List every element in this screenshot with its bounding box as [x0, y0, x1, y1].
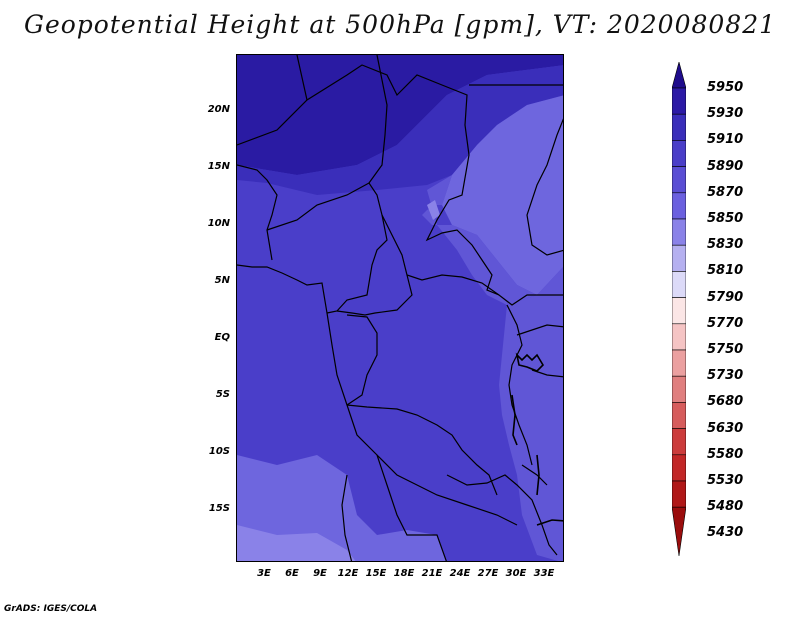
colorbar-cell	[672, 375, 686, 403]
lake-malawi	[536, 454, 540, 496]
colorbar-cell	[672, 166, 686, 194]
lake-victoria	[515, 352, 545, 372]
colorbar-level-label: 5790	[707, 289, 744, 305]
colorbar-cell	[672, 480, 686, 508]
map-title: Geopotential Height at 500hPa [gpm], VT:…	[23, 10, 777, 39]
political-borders	[237, 55, 563, 561]
lon-tick-label: 27E	[477, 568, 499, 579]
border-car	[381, 214, 500, 296]
lat-tick-label: 20N	[207, 104, 230, 115]
band-pale-spot	[427, 200, 440, 220]
geopotential-contour-map	[237, 55, 563, 561]
colorbar-level-label: 5630	[707, 420, 744, 436]
lon-tick-label: 6E	[285, 568, 299, 579]
lake-tanganyika	[511, 394, 518, 446]
lon-tick-label: 15E	[365, 568, 387, 579]
band-south-pale	[237, 525, 356, 561]
border-great-lakes	[506, 304, 533, 466]
border-coast-central	[237, 264, 518, 526]
lon-tick-label: 21E	[421, 568, 443, 579]
colorbar-cell	[672, 140, 686, 167]
border-red-sea	[526, 118, 563, 256]
colorbar-cell	[672, 297, 686, 325]
colorbar-level-label: 5890	[707, 158, 744, 174]
colorbar-level-label: 5680	[707, 394, 744, 410]
colorbar-level-label: 5930	[707, 106, 744, 122]
lon-tick-label: 24E	[449, 568, 471, 579]
colorbar-cell	[672, 113, 686, 141]
border-angola-south	[376, 454, 447, 561]
lat-tick-label: 15S	[208, 503, 230, 514]
border-namibia	[341, 474, 353, 561]
map-panel	[236, 54, 564, 562]
border-zambia	[446, 474, 558, 556]
colorbar-cell	[672, 218, 686, 246]
colorbar-cell	[672, 428, 686, 456]
colorbar-cell	[672, 192, 686, 220]
colorbar-cap-bottom	[672, 506, 686, 556]
border-mali	[296, 55, 308, 101]
colorbar-cell	[672, 402, 686, 429]
lat-tick-label: EQ	[214, 332, 230, 343]
colorbar-cell	[672, 349, 686, 377]
colorbar	[672, 62, 686, 556]
lon-tick-label: 3E	[257, 568, 271, 579]
colorbar-level-label: 5530	[707, 473, 744, 488]
lat-tick-label: 5N	[214, 275, 230, 286]
colorbar-cell	[672, 323, 686, 351]
colorbar-level-label: 5770	[707, 315, 744, 331]
colorbar-cap-top	[672, 62, 686, 89]
border-gabon	[346, 314, 378, 406]
border-uganda-kenya	[516, 324, 563, 336]
colorbar-level-label: 5830	[707, 237, 744, 253]
band-north-2	[237, 65, 563, 195]
border-niger-chad	[368, 55, 388, 184]
colorbar-cell	[672, 454, 686, 482]
lon-tick-label: 30E	[505, 568, 527, 579]
colorbar-cells	[672, 62, 686, 556]
colorbar-level-label: 5870	[707, 184, 744, 200]
colorbar-level-label: 5750	[707, 342, 744, 357]
lon-tick-label: 12E	[337, 568, 359, 579]
border-congo	[336, 274, 413, 316]
colorbar-level-label: 5580	[707, 446, 744, 462]
colorbar-cell	[672, 244, 686, 272]
lat-tick-label: 5S	[215, 389, 230, 400]
lat-tick-label: 15N	[207, 161, 230, 172]
border-nigeria-cameroon	[266, 182, 388, 314]
colorbar-cell	[672, 87, 686, 115]
lat-tick-label: 10N	[207, 218, 230, 229]
border-malawi	[521, 464, 548, 486]
colorbar-cell	[672, 271, 686, 298]
colorbar-level-label: 5430	[707, 525, 744, 541]
lon-tick-label: 18E	[393, 568, 415, 579]
lat-tick-label: 10S	[208, 446, 230, 457]
colorbar-level-label: 5480	[707, 499, 744, 515]
band-deep-north	[237, 55, 563, 175]
colorbar-level-label: 5910	[707, 132, 744, 148]
lake-kariba	[536, 519, 563, 526]
lake-outlines	[511, 352, 563, 526]
band-east-mid	[422, 175, 537, 305]
lon-tick-label: 33E	[533, 568, 555, 579]
colorbar-level-label: 5850	[707, 211, 744, 226]
band-east-lake	[499, 267, 563, 561]
colorbar-level-label: 5730	[707, 368, 744, 384]
border-drc-angola	[346, 404, 498, 496]
colorbar-level-label: 5950	[707, 80, 744, 95]
colorbar-level-label: 5810	[707, 263, 744, 279]
lon-tick-label: 9E	[313, 568, 327, 579]
grads-credit: GrADS: IGES/COLA	[4, 604, 98, 614]
